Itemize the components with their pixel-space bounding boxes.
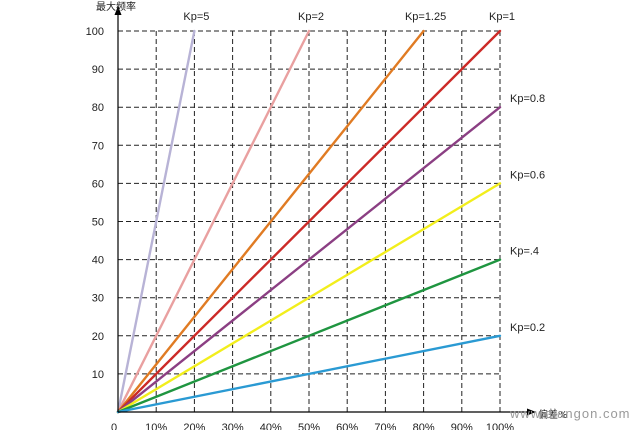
y-axis-arrow (114, 6, 122, 15)
x-tick-label: 50% (298, 422, 320, 430)
series-label: Kp=1 (489, 11, 515, 23)
series-line (116, 29, 196, 414)
y-tick-label: 50 (92, 217, 104, 229)
x-tick-labels: 0 10% 20% 30% 40% 50% 60% 70% 80% 90% 100% (111, 422, 514, 430)
series-label: Kp=0.6 (510, 169, 545, 181)
series-line (116, 29, 311, 414)
series-labels: Kp=5 Kp=2 Kp=1.25 Kp=1 Kp=0.8 Kp=0.6 Kp=.4 Kp=0… (183, 11, 545, 334)
x-axis-title: 偏差% (538, 408, 568, 421)
series-line (116, 334, 502, 414)
y-axis-title: 最大频率 (96, 0, 136, 13)
axes (114, 6, 536, 416)
x-tick-label: 80% (413, 422, 435, 430)
x-tick-label: 40% (260, 422, 282, 430)
watermark: www.diangon.com (509, 406, 631, 421)
series-line (116, 29, 502, 414)
x-tick-label: 90% (451, 422, 473, 430)
series-label: Kp=0.8 (510, 93, 545, 105)
y-tick-label: 70 (92, 140, 104, 152)
series-label: Kp=1.25 (405, 11, 446, 23)
x-tick-label: 20% (183, 422, 205, 430)
y-tick-label: 60 (92, 178, 104, 190)
series-label: Kp=5 (183, 11, 209, 23)
y-tick-label: 80 (92, 102, 104, 114)
series-label: Kp=0.2 (510, 322, 545, 334)
series-lines (116, 29, 502, 414)
series-label: Kp=.4 (510, 246, 539, 258)
series-line (116, 29, 425, 414)
series-line (116, 105, 502, 414)
x-tick-label: 100% (486, 422, 514, 430)
series-line (116, 258, 502, 414)
y-tick-label: 30 (92, 293, 104, 305)
y-tick-label: 90 (92, 64, 104, 76)
x-tick-label: 0 (111, 422, 117, 430)
y-tick-label: 40 (92, 255, 104, 267)
x-tick-label: 10% (145, 422, 167, 430)
series-line (116, 182, 502, 414)
y-tick-label: 20 (92, 331, 104, 343)
x-tick-label: 30% (222, 422, 244, 430)
x-axis-arrow (527, 408, 536, 416)
x-tick-label: 70% (374, 422, 396, 430)
y-tick-label: 10 (92, 369, 104, 381)
x-tick-label: 60% (336, 422, 358, 430)
y-tick-label: 100 (86, 26, 104, 38)
series-label: Kp=2 (298, 11, 324, 23)
y-tick-labels: 10 20 30 40 50 60 70 80 90 100 (86, 26, 104, 381)
